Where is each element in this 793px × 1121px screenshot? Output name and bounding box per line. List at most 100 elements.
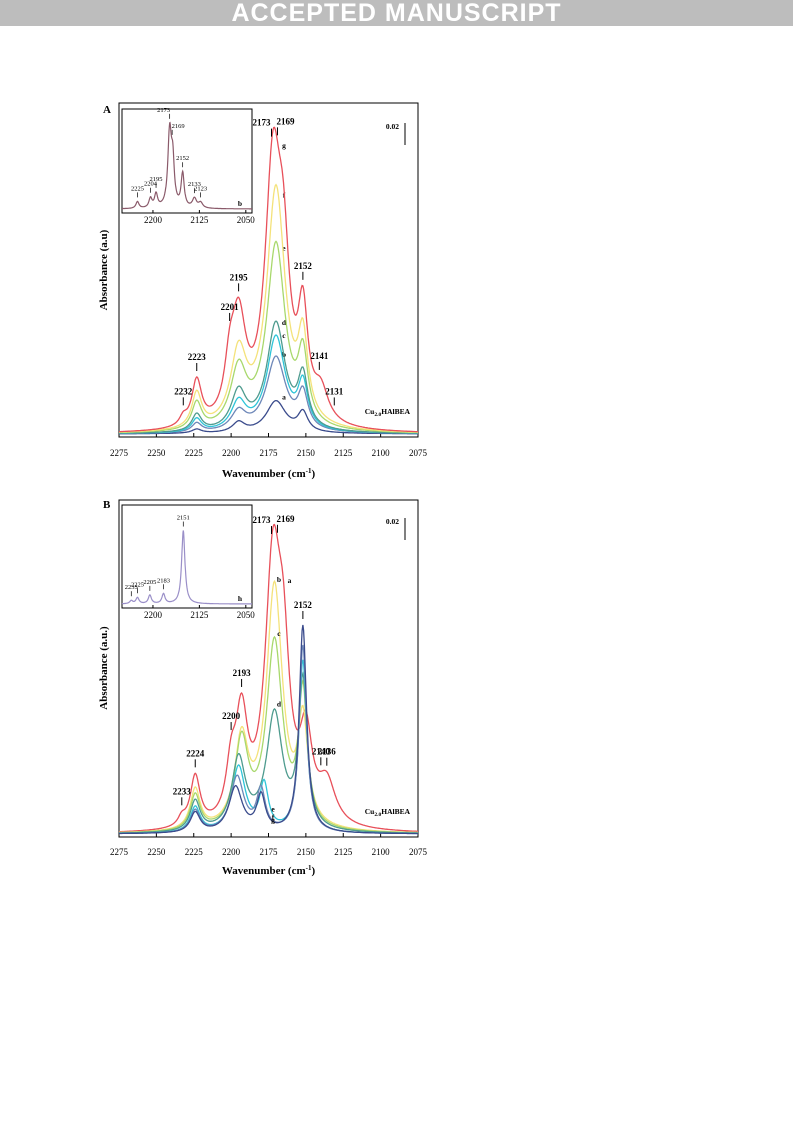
inset-peak-label: 2152 — [176, 155, 189, 162]
inset-peak-label: 2205 — [143, 579, 156, 586]
inset-x-tick-label: 2200 — [144, 610, 163, 620]
panel-b: B 2275 2250 2225 2200 2175 2150 2125 2100 2075 Wav… — [98, 499, 428, 877]
curve-label-f: f — [272, 812, 275, 821]
series-c — [119, 334, 418, 434]
inset-curve-label: h — [238, 594, 243, 603]
inset-peak-label: 2133 — [188, 181, 201, 188]
peak-label: 2136 — [318, 747, 337, 757]
curve-label-b: b — [277, 575, 281, 584]
series-a — [119, 399, 418, 435]
x-tick-label: 2125 — [334, 847, 353, 857]
series-d — [119, 320, 418, 434]
inset-peak-label: 2225 — [131, 581, 144, 588]
inset-peak-label: 2195 — [150, 176, 163, 183]
x-axis-title: Wavenumber (cm-1) — [222, 864, 316, 877]
x-tick-label: 2275 — [110, 847, 129, 857]
x-tick-label: 2100 — [372, 847, 391, 857]
peak-label: 2169 — [276, 514, 295, 524]
inset-peak-label: 2225 — [131, 185, 144, 192]
peak-label: 2173 — [252, 118, 271, 128]
curve-label-a: a — [282, 392, 286, 401]
y-axis-title: Absorbance (a.u) — [98, 229, 110, 310]
series-e — [119, 240, 418, 434]
peak-label: 2173 — [252, 515, 271, 525]
series-a — [118, 523, 418, 833]
series-g — [119, 126, 419, 433]
curve-label-a: a — [288, 576, 292, 585]
peak-label: 2169 — [276, 116, 295, 126]
x-tick-label: 2200 — [222, 448, 241, 458]
inset-peak-label: 2151 — [177, 515, 190, 522]
scale-bar-label: 0.02 — [386, 517, 399, 526]
peak-label: 2233 — [173, 786, 192, 796]
inset-peak-label: 2169 — [172, 123, 185, 130]
panel-letter: B — [103, 499, 111, 511]
x-tick-label: 2075 — [409, 847, 428, 857]
peak-label: 2141 — [310, 351, 329, 361]
peak-label: 2193 — [233, 668, 252, 678]
scale-bar-label: 0.02 — [386, 122, 399, 131]
y-axis-title: Absorbance (a.u.) — [98, 626, 110, 710]
x-tick-label: 2125 — [334, 448, 353, 458]
x-tick-label: 2225 — [185, 847, 204, 857]
x-tick-label: 2225 — [185, 448, 204, 458]
inset-peak-label: 2183 — [157, 577, 170, 584]
peak-label: 2201 — [221, 302, 240, 312]
peak-label: 2152 — [294, 600, 313, 610]
series-d — [119, 671, 418, 834]
curve-label-g: g — [271, 816, 275, 825]
curve-label-c: c — [277, 629, 281, 638]
inset-x-tick-label: 2200 — [144, 215, 163, 225]
peak-label: 2224 — [186, 748, 205, 758]
panel-a: A 2275 2250 2225 2200 2175 2150 2125 2100 2075 Wav… — [98, 102, 428, 480]
peak-label: 2140 — [312, 746, 331, 756]
curve-label-c: c — [282, 331, 286, 340]
peak-label: 2152 — [294, 261, 313, 271]
peak-label: 2195 — [230, 272, 249, 282]
x-tick-label: 2100 — [372, 448, 391, 458]
peak-label: 2200 — [222, 711, 241, 721]
inset-peak-label: 2235 — [125, 584, 138, 591]
series-f — [119, 183, 419, 433]
x-tick-label: 2275 — [110, 448, 129, 458]
curve-label-d: d — [277, 699, 282, 708]
sample-label: Cu2.0HAlBEA — [365, 407, 411, 418]
sample-label: Cu2.0HAlBEA — [365, 807, 411, 818]
curve-label-d: d — [282, 318, 287, 327]
x-tick-label: 2175 — [260, 847, 279, 857]
x-tick-label: 2175 — [260, 448, 279, 458]
series-g — [119, 624, 418, 835]
panel-letter: A — [103, 104, 111, 116]
inset-spectrum — [122, 121, 252, 210]
x-tick-label: 2150 — [297, 448, 316, 458]
peak-label: 2232 — [174, 386, 193, 396]
peak-labels: 2232 2223 2201 2195 2173 2169 2152 2141 2131 — [174, 116, 344, 406]
series-b — [119, 579, 418, 834]
inset-spectrum — [121, 530, 252, 605]
x-tick-label: 2075 — [409, 448, 428, 458]
x-tick-label: 2250 — [147, 847, 166, 857]
inset-peak-label: 2204 — [144, 181, 158, 188]
peak-label: 2223 — [188, 352, 207, 362]
inset-x-tick-label: 2125 — [190, 610, 209, 620]
series-c — [118, 635, 419, 834]
x-tick-label: 2150 — [297, 847, 316, 857]
spectra: ab c d efg — [118, 523, 419, 835]
peak-label: 2131 — [325, 386, 344, 396]
inset-peak-label: 2173 — [157, 107, 170, 114]
curve-label-e: e — [282, 243, 286, 252]
inset-curve-label: b — [238, 199, 242, 208]
curve-label-e: e — [271, 804, 275, 813]
inset-peak-label: 2123 — [194, 185, 207, 192]
inset-frame — [121, 108, 253, 214]
inset-x-tick-label: 2125 — [190, 215, 209, 225]
x-axis-title: Wavenumber (cm-1) — [222, 467, 316, 480]
curve-label-g: g — [282, 141, 286, 150]
accepted-manuscript-banner: ACCEPTED MANUSCRIPT — [0, 0, 793, 26]
x-tick-label: 2200 — [222, 847, 241, 857]
